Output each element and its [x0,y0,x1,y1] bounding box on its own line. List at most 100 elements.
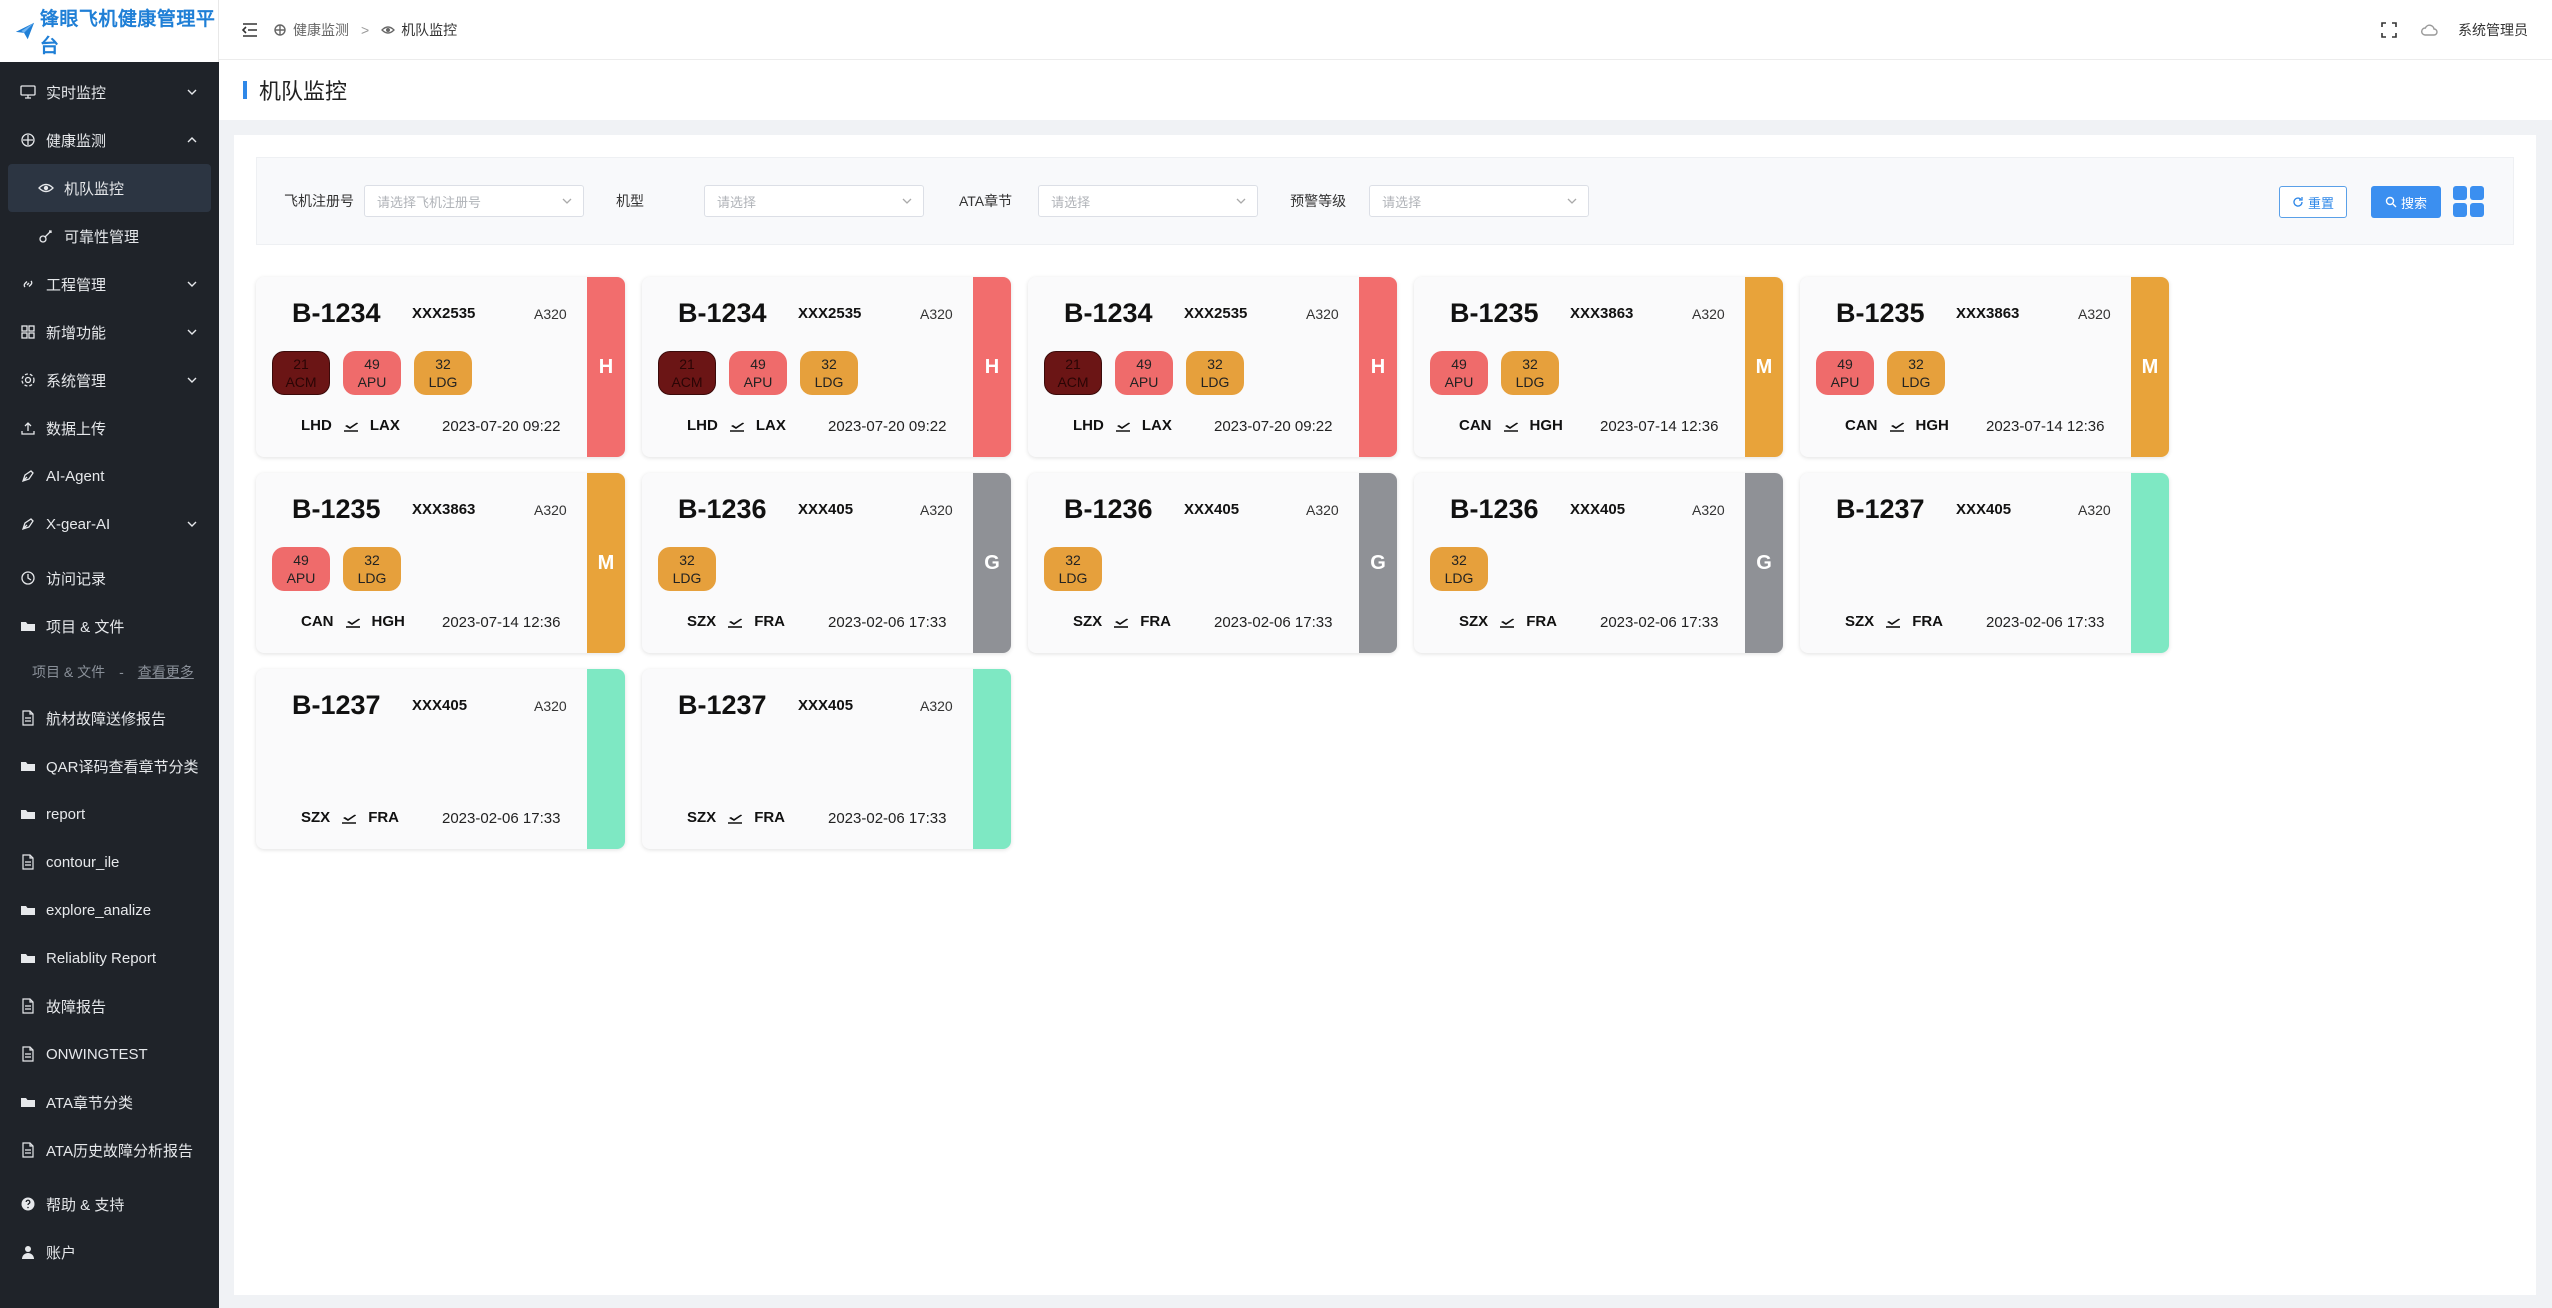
sidebar-item[interactable]: report [0,790,219,838]
fault-count: 32 [1522,356,1538,372]
fault-badge-ldg[interactable]: 32 LDG [800,351,858,395]
ata-label: ATA章节 [959,193,1013,209]
breadcrumb-item-health[interactable]: 健康监测 [293,21,349,38]
fault-badge-ldg[interactable]: 32 LDG [1430,547,1488,591]
aircraft-reg: B-1235 [292,494,381,524]
sidebar-item[interactable]: 新增功能 [0,308,219,356]
sidebar-item[interactable]: 访问记录 [0,554,219,602]
fault-badge-apu[interactable]: 49 APU [729,351,787,395]
sidebar-item[interactable]: ONWINGTEST [0,1030,219,1078]
aircraft-card[interactable]: B-1236 XXX405 A320 G 32 LDG SZX FRA 2023-02-06 1… [1028,473,1397,653]
sidebar-item[interactable]: 故障报告 [0,982,219,1030]
reg-label: 飞机注册号 [284,193,354,209]
fault-badge-apu[interactable]: 49 APU [1816,351,1874,395]
sidebar-item[interactable]: 系统管理 [0,356,219,404]
fault-badge-apu[interactable]: 49 APU [1430,351,1488,395]
takeoff-icon [728,618,743,628]
search-button[interactable]: 搜索 [2370,186,2441,218]
fault-system: APU [743,374,773,390]
fault-badge-ldg[interactable]: 32 LDG [1501,351,1559,395]
sidebar-item[interactable]: 实时监控 [0,68,219,116]
alert-level-text: G [1756,551,1772,574]
fault-badge-ldg[interactable]: 32 LDG [658,547,716,591]
sidebar-item[interactable]: QAR译码查看章节分类 [0,742,219,790]
fault-badge-acm[interactable]: 21 ACM [272,351,330,395]
sidebar-item-label: 可靠性管理 [64,228,140,246]
aircraft-card[interactable]: B-1237 XXX405 A320 SZX FRA 2023-02-06 17:33 [642,669,1011,849]
aircraft-card[interactable]: B-1237 XXX405 A320 SZX FRA 2023-02-06 17:33 [1800,473,2169,653]
aircraft-reg: B-1236 [1064,494,1153,524]
breadcrumb-item-fleet[interactable]: 机队监控 [401,21,458,38]
chevron-down-icon [187,89,197,95]
sidebar-item-label: 航材故障送修报告 [46,710,167,728]
fault-system: APU [286,570,316,586]
grid-view-icon[interactable] [2453,186,2485,218]
aircraft-card[interactable]: B-1235 XXX3863 A320 M 49 APU 32 LDG CAN HGH 2023-0… [256,473,625,653]
fault-badge-ldg[interactable]: 32 LDG [1044,547,1102,591]
type-label: 机型 [616,193,644,209]
fault-badge-ldg[interactable]: 32 LDG [414,351,472,395]
alert-level-text: M [1755,355,1773,378]
sidebar-item[interactable]: 帮助 & 支持 [0,1180,219,1228]
sidebar-item[interactable]: 工程管理 [0,260,219,308]
sidebar-item[interactable]: Reliablity Report [0,934,219,982]
aircraft-card[interactable]: B-1236 XXX405 A320 G 32 LDG SZX FRA 2023-02-06 1… [1414,473,1783,653]
fault-badge-ldg[interactable]: 32 LDG [1887,351,1945,395]
menu-fold-icon[interactable] [241,21,259,39]
logo[interactable]: 锋眼飞机健康管理平台 [0,0,219,62]
sidebar-item[interactable]: 数据上传 [0,404,219,452]
fault-count: 21 [1065,356,1081,372]
sidebar-item[interactable]: explore_analize [0,886,219,934]
ata-select[interactable]: 请选择 [1038,185,1259,217]
sidebar-item[interactable]: X-gear-AI [0,500,219,548]
aircraft-card[interactable]: B-1234 XXX2535 A320 H 21 ACM 49 APU 32 LDG LHD LAX 2… [1028,277,1397,457]
sidebar-item[interactable]: ATA历史故障分析报告 [0,1126,219,1163]
alert-level-badge: M [587,473,625,653]
fault-badge-ldg[interactable]: 32 LDG [1186,351,1244,395]
sidebar-item[interactable]: 机队监控 [8,164,211,212]
sidebar-item[interactable]: 航材故障送修报告 [0,694,219,742]
folder-icon [21,906,35,915]
aircraft-card[interactable]: B-1234 XXX2535 A320 H 21 ACM 49 APU 32 LDG LHD LAX 2… [256,277,625,457]
flight-time: 2023-07-14 12:36 [1600,418,1719,435]
fault-badge-ldg[interactable]: 32 LDG [343,547,401,591]
flight-route: SZX FRA [1073,613,1171,630]
aircraft-card[interactable]: B-1234 XXX2535 A320 H 21 ACM 49 APU 32 LDG LHD LAX 2… [642,277,1011,457]
page-titlebar: 机队监控 [219,60,2552,120]
breadcrumb-separator: > [361,21,370,38]
fault-system: LDG [814,374,844,390]
filter-buttons: 重置 搜索 [2278,186,2485,218]
flight-time: 2023-02-06 17:33 [1214,614,1333,631]
reset-button[interactable]: 重置 [2278,186,2347,218]
sidebar-item[interactable]: AI-Agent [0,452,219,500]
sidebar-item[interactable]: 项目 & 文件 [0,602,219,650]
flight-time: 2023-07-14 12:36 [442,614,561,631]
sidebar-item[interactable]: 可靠性管理 [0,212,219,260]
route-to: FRA [368,809,400,826]
aircraft-card[interactable]: B-1236 XXX405 A320 G 32 LDG SZX FRA 2023-02-06 1… [642,473,1011,653]
type-select[interactable]: 请选择 [704,185,924,217]
aircraft-card[interactable]: B-1235 XXX3863 A320 M 49 APU 32 LDG CAN HGH 2023-0… [1800,277,2169,457]
fault-badge-apu[interactable]: 49 APU [272,547,330,591]
search-label: 搜索 [2400,195,2427,211]
cloud-icon[interactable] [2420,21,2438,39]
aircraft-card[interactable]: B-1237 XXX405 A320 SZX FRA 2023-02-06 17:33 [256,669,625,849]
sidebar-item[interactable]: 账户 [0,1228,219,1276]
sidebar-item[interactable]: ATA章节分类 [0,1078,219,1126]
user-name[interactable]: 系统管理员 [2458,22,2528,38]
aircraft-card[interactable]: B-1235 XXX3863 A320 M 49 APU 32 LDG CAN HGH 2023-0… [1414,277,1783,457]
sidebar-item[interactable]: contour_ile [0,838,219,886]
takeoff-icon [343,422,358,432]
level-select[interactable]: 请选择 [1369,185,1590,217]
fault-badge-apu[interactable]: 49 APU [343,351,401,395]
sidebar-item[interactable]: 健康监测 [0,116,219,164]
fullscreen-icon[interactable] [2380,21,2398,39]
help-icon [21,1197,35,1211]
alert-level-badge: M [1745,277,1783,457]
reg-select[interactable]: 请选择飞机注册号 [364,185,584,217]
view-more-link[interactable]: 查看更多 [137,664,194,680]
fault-badge-acm[interactable]: 21 ACM [1044,351,1102,395]
fault-badge-apu[interactable]: 49 APU [1115,351,1173,395]
fault-badge-acm[interactable]: 21 ACM [658,351,716,395]
alert-level-text: M [2141,355,2159,378]
